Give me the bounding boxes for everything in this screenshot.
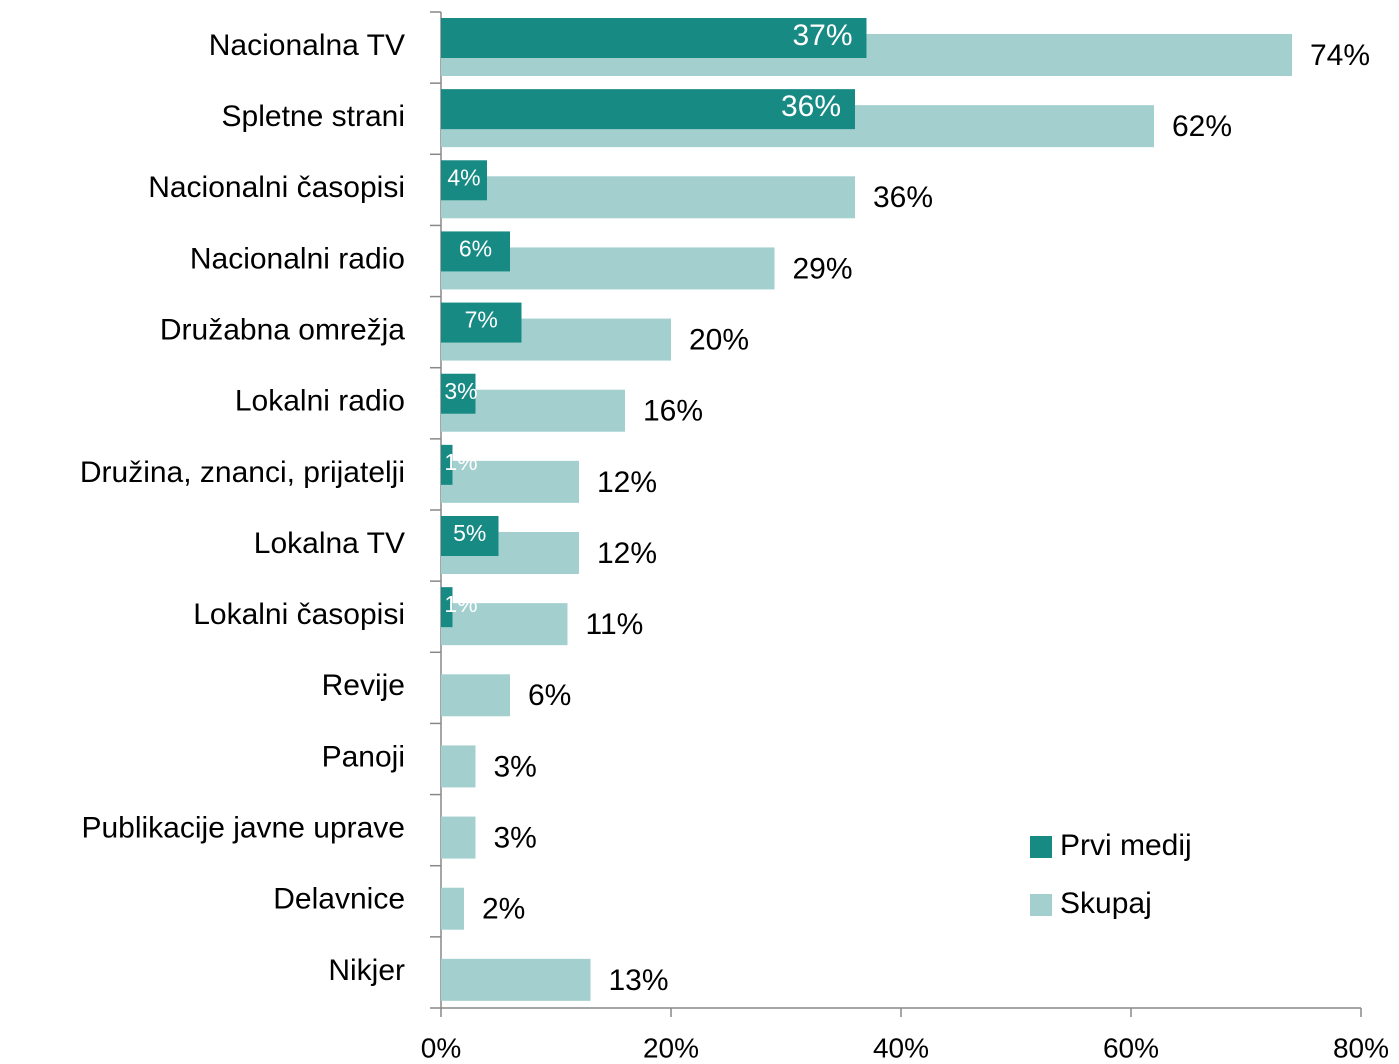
category-label: Lokalni radio [235,385,405,418]
bar [441,160,487,201]
legend-label: Skupaj [1060,887,1152,920]
bar [441,603,568,646]
x-tick-label: 0% [421,1032,461,1063]
bar [441,674,510,717]
category-label: Lokalni časopisi [193,598,405,631]
bar [441,231,510,272]
bar [441,176,855,219]
category-label: Publikacije javne uprave [81,811,405,844]
category-label: Panoji [322,740,405,773]
value-label: 1% [444,591,477,617]
x-tick-label: 20% [643,1032,699,1063]
value-label: 3% [494,750,537,783]
x-tick-label: 60% [1103,1032,1159,1063]
category-label: Družina, znanci, prijatelji [80,456,405,489]
bar [441,444,453,485]
value-label: 5% [453,520,486,546]
category-label: Nikjer [328,954,405,987]
bar [441,302,522,343]
bar [441,887,464,930]
x-tick-label: 40% [873,1032,929,1063]
value-label: 74% [1310,39,1370,72]
value-label: 37% [792,19,852,52]
category-label: Nacionalna TV [209,29,405,62]
category-label: Delavnice [273,883,405,916]
bar [441,516,499,556]
bar [441,373,476,414]
bar [441,587,453,628]
value-label: 36% [781,90,841,123]
bar [441,816,476,859]
category-label: Družabna omrežja [160,313,405,346]
value-label: 3% [444,378,477,404]
category-label: Nacionalni časopisi [148,171,405,204]
value-label: 1% [444,449,477,475]
bar [441,460,579,503]
value-label: 62% [1172,110,1232,143]
category-label: Revije [322,669,405,702]
legend-swatch [1030,894,1052,916]
value-label: 2% [482,893,525,926]
legend-swatch [1030,836,1052,858]
value-label: 4% [447,164,480,190]
value-label: 6% [459,236,492,262]
value-label: 7% [465,307,498,333]
legend-label: Prvi medij [1060,829,1192,862]
value-label: 20% [689,323,749,356]
bar [441,89,855,130]
value-label: 3% [494,821,537,854]
value-label: 12% [597,537,657,570]
category-label: Nacionalni radio [190,242,405,275]
value-label: 36% [873,181,933,214]
bar [441,958,591,1001]
category-label: Lokalna TV [254,527,405,560]
value-label: 13% [609,964,669,997]
value-label: 12% [597,466,657,499]
bar [441,745,476,788]
value-label: 16% [643,395,703,428]
x-tick-label: 80% [1333,1032,1389,1063]
value-label: 29% [793,252,853,285]
category-label: Spletne strani [222,100,405,133]
value-label: 11% [586,608,644,641]
value-label: 6% [528,679,571,712]
bar [441,18,867,58]
